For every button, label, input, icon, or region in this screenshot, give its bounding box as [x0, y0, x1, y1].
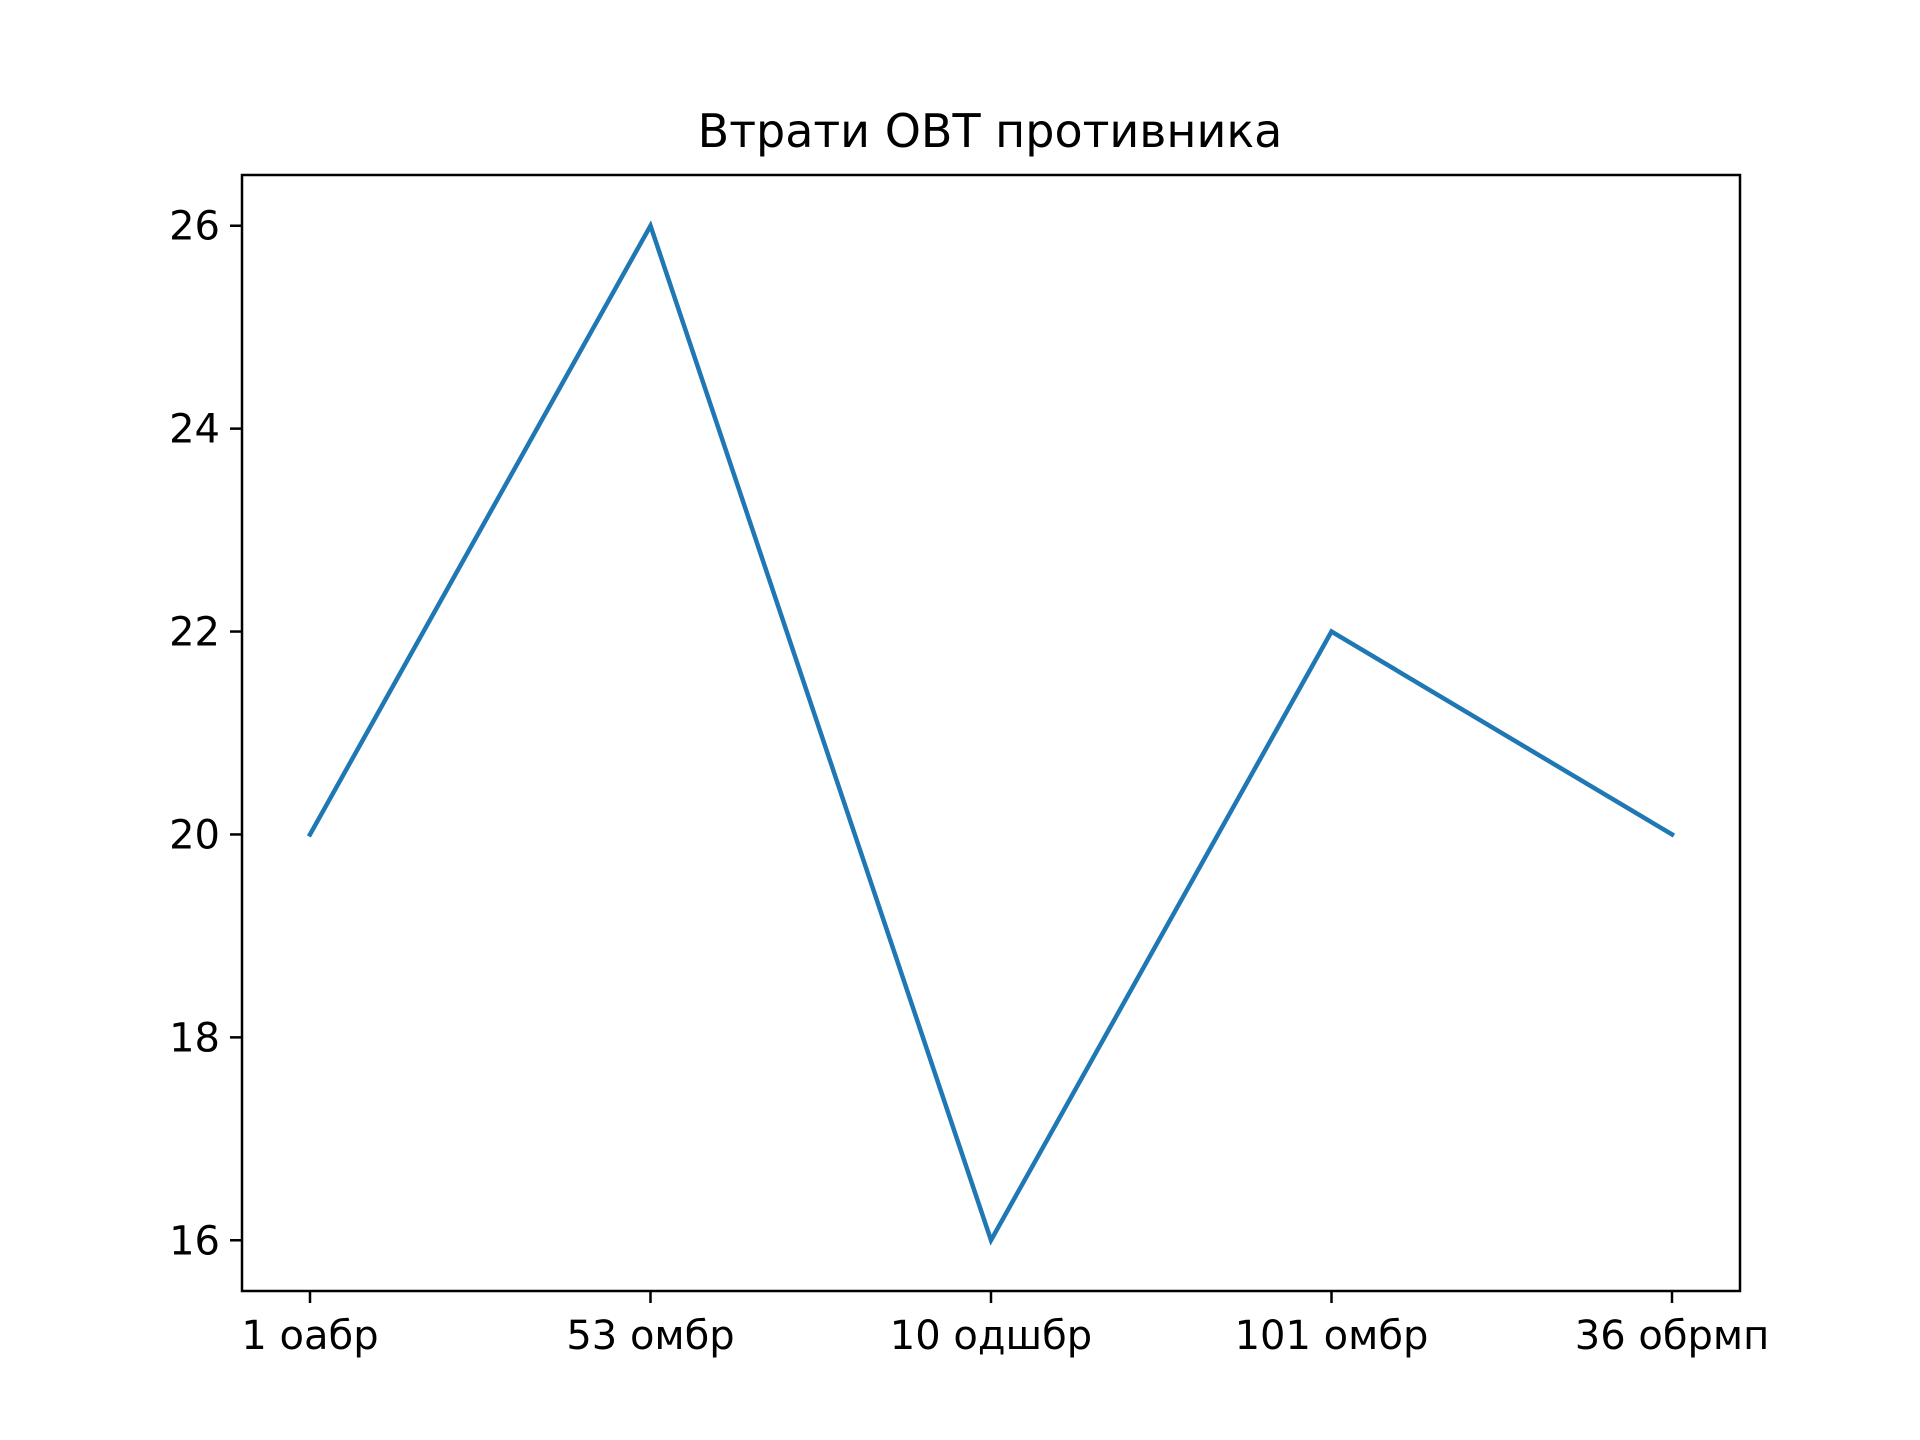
y-tick-label: 22: [169, 610, 220, 656]
x-tick-label: 53 омбр: [566, 1313, 734, 1359]
chart-title: Втрати ОВТ противника: [698, 104, 1283, 158]
y-tick-label: 18: [169, 1015, 220, 1061]
x-tick-label: 36 обрмп: [1575, 1313, 1769, 1359]
x-tick-label: 101 омбр: [1235, 1313, 1429, 1359]
y-tick-label: 26: [169, 204, 220, 250]
y-tick-label: 16: [169, 1218, 220, 1264]
series-line-0: [306, 220, 1676, 1246]
y-tick-label: 20: [169, 812, 220, 858]
x-tick-label: 1 оабр: [241, 1313, 378, 1359]
plot-area: 16 18 20 22 24 26 1 оабр 53 омбр 10 одшбр 101 омб…: [169, 173, 1769, 1359]
y-tick-label: 24: [169, 407, 220, 453]
x-tick-label: 10 одшбр: [890, 1313, 1092, 1359]
